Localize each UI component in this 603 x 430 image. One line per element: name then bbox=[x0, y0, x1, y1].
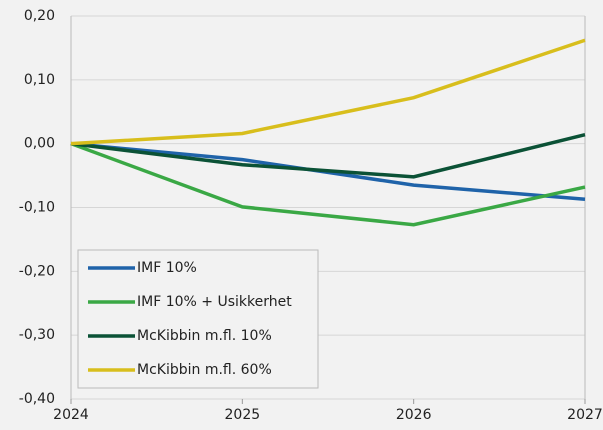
legend-label: McKibbin m.fl. 10% bbox=[137, 328, 272, 344]
y-tick-label: -0,10 bbox=[19, 200, 55, 216]
y-tick-label: -0,30 bbox=[19, 327, 55, 343]
x-tick-label: 2025 bbox=[225, 407, 261, 423]
legend-label: IMF 10% + Usikkerhet bbox=[137, 294, 292, 310]
x-tick-label: 2026 bbox=[396, 407, 432, 423]
legend-label: IMF 10% bbox=[137, 260, 197, 276]
y-tick-label: -0,20 bbox=[19, 263, 55, 279]
y-tick-label: 0,00 bbox=[24, 136, 55, 152]
series-line bbox=[70, 38, 586, 146]
x-tick-label: 2024 bbox=[53, 407, 89, 423]
series-line bbox=[70, 133, 586, 179]
series-line bbox=[70, 142, 586, 227]
legend-label: McKibbin m.fl. 60% bbox=[137, 362, 272, 378]
y-tick-label: -0,40 bbox=[19, 391, 55, 407]
y-tick-label: 0,10 bbox=[24, 72, 55, 88]
legend-box bbox=[77, 249, 319, 389]
x-tick-label: 2027 bbox=[567, 407, 603, 423]
y-tick-label: 0,20 bbox=[24, 8, 55, 24]
